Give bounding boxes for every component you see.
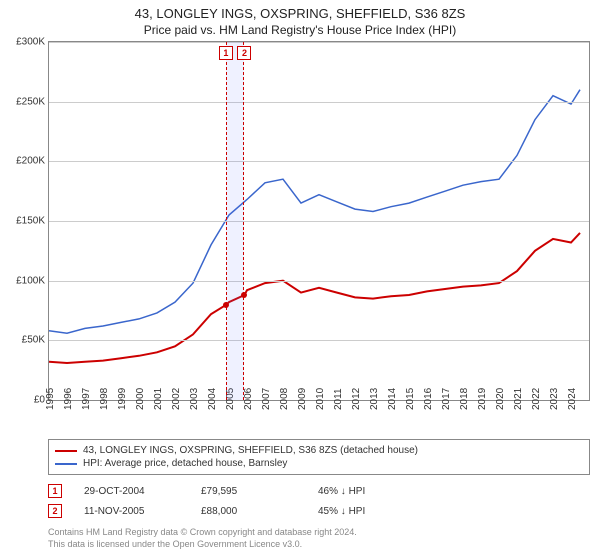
- sale-marker-icon: 1: [48, 484, 62, 498]
- chart-subtitle: Price paid vs. HM Land Registry's House …: [0, 21, 600, 41]
- sale-price: £88,000: [201, 506, 296, 517]
- legend-label: HPI: Average price, detached house, Barn…: [83, 458, 287, 469]
- sale-hpi-delta: 45% ↓ HPI: [318, 506, 413, 517]
- sale-price: £79,595: [201, 486, 296, 497]
- series-line: [49, 233, 580, 363]
- x-axis-label: 2018: [459, 388, 470, 410]
- series-line: [49, 90, 580, 334]
- sale-marker-icon: 2: [48, 504, 62, 518]
- y-axis-label: £150K: [16, 216, 49, 227]
- x-axis-label: 2021: [513, 388, 524, 410]
- x-axis-label: 2010: [315, 388, 326, 410]
- gridline: [49, 102, 589, 103]
- chart-container: 43, LONGLEY INGS, OXSPRING, SHEFFIELD, S…: [0, 0, 600, 560]
- sale-point-dot: [241, 292, 247, 298]
- x-axis-label: 2001: [153, 388, 164, 410]
- x-axis-label: 1995: [45, 388, 56, 410]
- x-axis-label: 2006: [243, 388, 254, 410]
- x-axis-label: 2017: [441, 388, 452, 410]
- x-axis-label: 2007: [261, 388, 272, 410]
- gridline: [49, 281, 589, 282]
- x-axis-label: 2022: [531, 388, 542, 410]
- footer-line: This data is licensed under the Open Gov…: [48, 539, 590, 551]
- sale-point-dot: [223, 302, 229, 308]
- chart-plot-area: £0£50K£100K£150K£200K£250K£300K199519961…: [48, 41, 590, 401]
- x-axis-label: 1996: [63, 388, 74, 410]
- chart-title: 43, LONGLEY INGS, OXSPRING, SHEFFIELD, S…: [0, 0, 600, 21]
- footer-line: Contains HM Land Registry data © Crown c…: [48, 527, 590, 539]
- x-axis-label: 2012: [351, 388, 362, 410]
- y-axis-label: £200K: [16, 156, 49, 167]
- x-axis-label: 2024: [567, 388, 578, 410]
- gridline: [49, 42, 589, 43]
- legend-box: 43, LONGLEY INGS, OXSPRING, SHEFFIELD, S…: [48, 439, 590, 475]
- x-axis-label: 2014: [387, 388, 398, 410]
- x-axis-label: 2016: [423, 388, 434, 410]
- sales-table: 1 29-OCT-2004 £79,595 46% ↓ HPI 2 11-NOV…: [48, 481, 590, 521]
- sale-date: 11-NOV-2005: [84, 506, 179, 517]
- x-axis-label: 2015: [405, 388, 416, 410]
- y-axis-label: £300K: [16, 37, 49, 48]
- sale-hpi-delta: 46% ↓ HPI: [318, 486, 413, 497]
- y-axis-label: £250K: [16, 96, 49, 107]
- x-axis-label: 2019: [477, 388, 488, 410]
- x-axis-label: 2008: [279, 388, 290, 410]
- x-axis-label: 1999: [117, 388, 128, 410]
- x-axis-label: 2004: [207, 388, 218, 410]
- y-axis-label: £50K: [22, 335, 49, 346]
- sale-row: 1 29-OCT-2004 £79,595 46% ↓ HPI: [48, 481, 590, 501]
- legend-label: 43, LONGLEY INGS, OXSPRING, SHEFFIELD, S…: [83, 445, 418, 456]
- x-axis-label: 2013: [369, 388, 380, 410]
- x-axis-label: 2023: [549, 388, 560, 410]
- sale-marker-icon: 2: [237, 46, 251, 60]
- sale-row: 2 11-NOV-2005 £88,000 45% ↓ HPI: [48, 501, 590, 521]
- legend-item: 43, LONGLEY INGS, OXSPRING, SHEFFIELD, S…: [55, 444, 583, 457]
- x-axis-label: 2020: [495, 388, 506, 410]
- sale-date: 29-OCT-2004: [84, 486, 179, 497]
- x-axis-label: 2009: [297, 388, 308, 410]
- x-axis-label: 2011: [333, 388, 344, 410]
- x-axis-label: 2002: [171, 388, 182, 410]
- footer-attribution: Contains HM Land Registry data © Crown c…: [48, 527, 590, 550]
- x-axis-label: 2000: [135, 388, 146, 410]
- gridline: [49, 340, 589, 341]
- legend-item: HPI: Average price, detached house, Barn…: [55, 457, 583, 470]
- highlight-band: [226, 42, 245, 400]
- gridline: [49, 221, 589, 222]
- x-axis-label: 1998: [99, 388, 110, 410]
- gridline: [49, 161, 589, 162]
- y-axis-label: £100K: [16, 275, 49, 286]
- x-axis-label: 1997: [81, 388, 92, 410]
- sale-marker-icon: 1: [219, 46, 233, 60]
- x-axis-label: 2003: [189, 388, 200, 410]
- legend-swatch: [55, 463, 77, 465]
- legend-swatch: [55, 450, 77, 452]
